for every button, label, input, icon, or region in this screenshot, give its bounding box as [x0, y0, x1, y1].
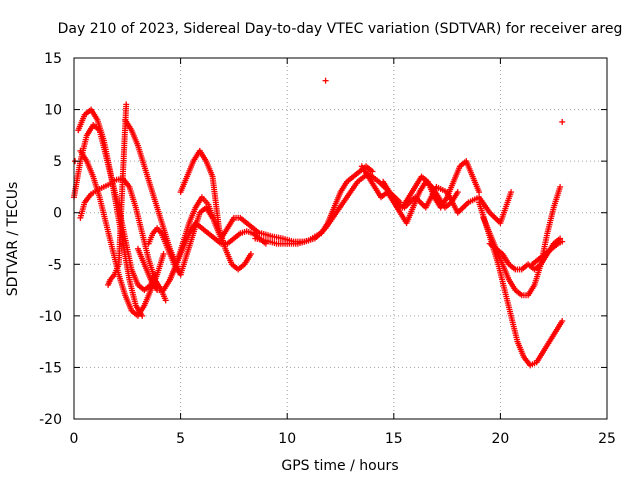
series-arc-e: [109, 175, 169, 304]
data-point: [454, 189, 461, 196]
data-point: [209, 214, 216, 221]
series-arc-d: [77, 180, 114, 221]
plot-frame: [73, 57, 608, 420]
series-arc-r: [480, 183, 564, 299]
x-tick-label: 20: [491, 431, 509, 447]
data-point: [508, 189, 515, 196]
series-arc-p: [401, 183, 515, 227]
data-point: [247, 250, 254, 257]
chart-title: Day 210 of 2023, Sidereal Day-to-day VTE…: [58, 21, 623, 37]
y-tick-label: 10: [44, 103, 62, 119]
series-arc-c: [77, 147, 167, 319]
y-tick-label: -5: [48, 257, 62, 273]
series-arc-f: [105, 101, 130, 288]
data-point: [559, 318, 566, 325]
data-point: [322, 77, 329, 84]
axis-ticks: 0 5 10 15 20 25 -20 -15 -10 -5 0 5 10 15: [39, 51, 616, 447]
data-point: [557, 183, 564, 190]
data-point: [123, 101, 130, 108]
y-axis-label: SDTVAR / TECUs: [5, 182, 21, 297]
y-tick-label: -10: [39, 309, 62, 325]
x-tick-label: 0: [70, 431, 79, 447]
data-point: [476, 189, 483, 196]
y-tick-label: 15: [44, 51, 62, 67]
data-point: [559, 238, 566, 245]
series-isolated: [72, 77, 566, 165]
y-tick-label: 0: [53, 206, 62, 222]
data-point: [162, 297, 169, 304]
data-point: [160, 250, 167, 257]
x-tick-label: 25: [598, 431, 616, 447]
data-point: [559, 118, 566, 125]
x-tick-label: 10: [278, 431, 296, 447]
data-point: [369, 168, 376, 175]
y-tick-label: 5: [53, 154, 62, 170]
data-points: [71, 77, 566, 369]
series-arc-k: [145, 204, 216, 278]
y-tick-label: -20: [39, 412, 62, 428]
x-tick-label: 5: [176, 431, 185, 447]
series-arc-j: [177, 147, 254, 273]
series-arc-o: [380, 158, 483, 211]
y-tick-label: -15: [39, 360, 62, 376]
x-axis-label: GPS time / hours: [281, 458, 398, 474]
series-arc-t: [529, 238, 566, 268]
x-tick-label: 15: [385, 431, 403, 447]
